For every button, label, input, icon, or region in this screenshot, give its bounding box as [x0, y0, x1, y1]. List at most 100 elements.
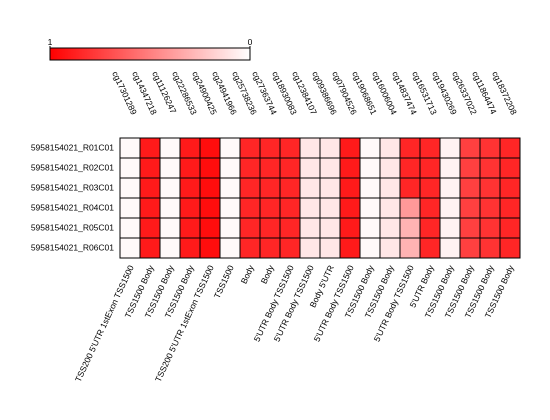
heatmap-cell [499, 137, 521, 159]
heatmap-cell [279, 197, 301, 219]
heatmap-cell [139, 217, 161, 239]
heatmap-cell [399, 217, 421, 239]
row-label: 5958154021_R06C01 [31, 242, 114, 252]
heatmap-cell [379, 157, 401, 179]
heatmap-cell [159, 197, 181, 219]
heatmap-cell [219, 137, 241, 159]
heatmap-cell [299, 217, 321, 239]
heatmap-cell [159, 137, 181, 159]
heatmap-cell [219, 217, 241, 239]
heatmap-cell [219, 157, 241, 179]
heatmap-cell [379, 237, 401, 259]
heatmap-cell [359, 237, 381, 259]
heatmap-cell [479, 137, 501, 159]
heatmap-cell [419, 217, 441, 239]
heatmap-cell [359, 137, 381, 159]
heatmap-cell [399, 177, 421, 199]
colorbar-tick-label: 1 [48, 37, 53, 47]
heatmap-cell [359, 197, 381, 219]
heatmap-cell [319, 197, 341, 219]
heatmap-cell [139, 137, 161, 159]
heatmap-cell [419, 157, 441, 179]
heatmap-cell [219, 177, 241, 199]
heatmap-cell [179, 237, 201, 259]
heatmap-cell [319, 177, 341, 199]
heatmap-cell [439, 137, 461, 159]
heatmap-cell [359, 157, 381, 179]
heatmap-cell [499, 177, 521, 199]
heatmap-cell [459, 137, 481, 159]
heatmap-cell [259, 197, 281, 219]
heatmap-cell [459, 237, 481, 259]
heatmap-cell [159, 237, 181, 259]
heatmap-cell [279, 177, 301, 199]
heatmap-cell [439, 217, 461, 239]
heatmap-cell [459, 177, 481, 199]
heatmap-cell [279, 157, 301, 179]
heatmap-cell [199, 137, 221, 159]
heatmap-cell [479, 237, 501, 259]
heatmap-cell [439, 197, 461, 219]
heatmap-cell [419, 137, 441, 159]
heatmap-cell [299, 197, 321, 219]
heatmap-cell [199, 217, 221, 239]
heatmap-cell [399, 237, 421, 259]
heatmap-cell [119, 137, 141, 159]
heatmap-cell [319, 157, 341, 179]
heatmap-cell [499, 237, 521, 259]
heatmap-cell [399, 157, 421, 179]
heatmap-cell [219, 237, 241, 259]
heatmap-cell [399, 197, 421, 219]
heatmap-cell [459, 197, 481, 219]
heatmap-cell [339, 197, 361, 219]
heatmap-cell [179, 177, 201, 199]
heatmap-cell [119, 197, 141, 219]
heatmap-cell [239, 177, 261, 199]
heatmap-cell [299, 177, 321, 199]
heatmap-cell [259, 237, 281, 259]
heatmap-cell [139, 177, 161, 199]
heatmap-cell [239, 237, 261, 259]
heatmap-cell [359, 177, 381, 199]
heatmap-cell [259, 157, 281, 179]
row-label: 5958154021_R04C01 [31, 202, 114, 212]
heatmap-cell [379, 137, 401, 159]
column-annotation: TSS200 5'UTR 1stExon TSS1500 [73, 263, 136, 383]
heatmap-cell [399, 137, 421, 159]
column-annotation: TSS1500 [212, 263, 236, 300]
heatmap-cell [339, 217, 361, 239]
heatmap-cell [479, 217, 501, 239]
heatmap-cell [179, 137, 201, 159]
column-annotation: Body [259, 263, 277, 285]
heatmap-cell [379, 197, 401, 219]
heatmap-cell [499, 197, 521, 219]
row-label: 5958154021_R05C01 [31, 222, 114, 232]
heatmap-cell [239, 197, 261, 219]
heatmap-cell [219, 197, 241, 219]
heatmap-cell [279, 137, 301, 159]
column-annotation: Body [239, 263, 257, 285]
heatmap-cell [499, 157, 521, 179]
heatmap-cell [499, 217, 521, 239]
heatmap-cell [319, 237, 341, 259]
heatmap-cell [339, 237, 361, 259]
colorbar-tick-label: 0 [248, 37, 253, 47]
heatmap-cell [379, 177, 401, 199]
heatmap-cell [359, 217, 381, 239]
heatmap-cell [119, 157, 141, 179]
heatmap-cell [459, 217, 481, 239]
heatmap-cell [239, 157, 261, 179]
heatmap-cell [199, 237, 221, 259]
heatmap-cell [279, 217, 301, 239]
heatmap-cell [299, 237, 321, 259]
heatmap-cell [479, 197, 501, 219]
heatmap-cell [419, 237, 441, 259]
heatmap-cell [259, 177, 281, 199]
heatmap-cell [339, 177, 361, 199]
heatmap-cell [379, 217, 401, 239]
heatmap-cell [179, 217, 201, 239]
heatmap-cell [119, 177, 141, 199]
heatmap-cell [159, 177, 181, 199]
heatmap-cell [159, 157, 181, 179]
